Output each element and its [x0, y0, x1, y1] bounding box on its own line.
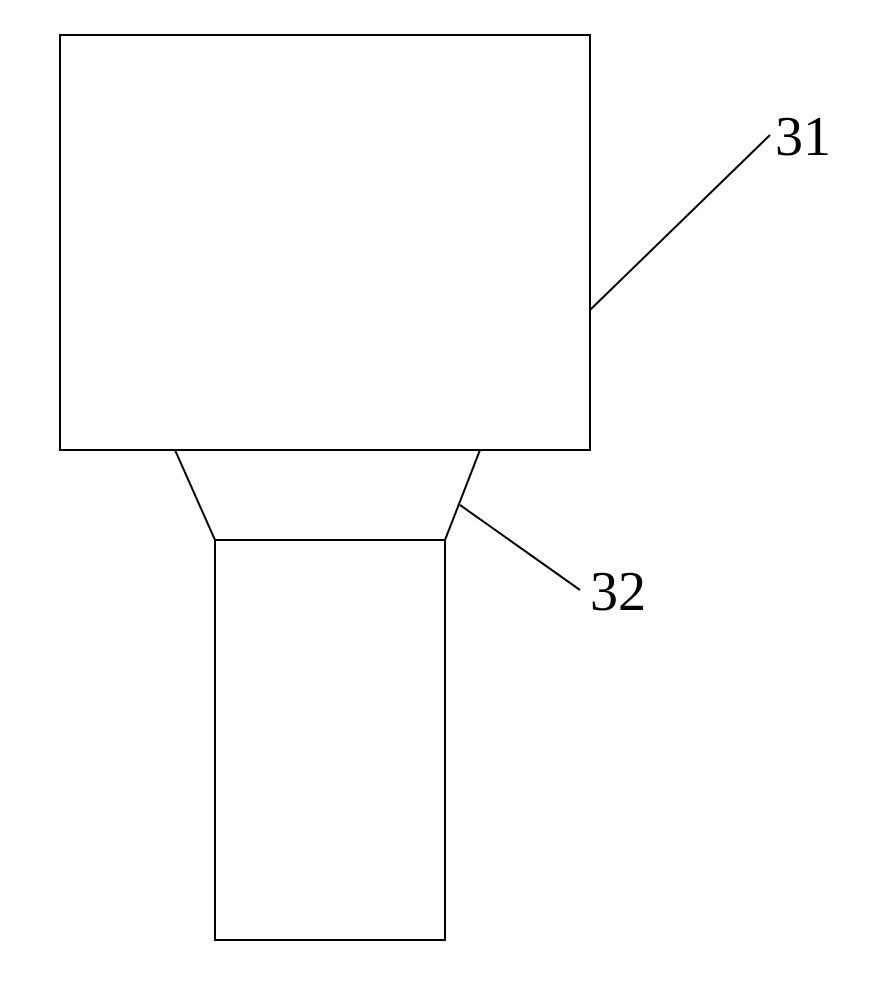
- lower-block: [215, 540, 445, 940]
- upper-block: [60, 35, 590, 450]
- label-32: 32: [590, 560, 646, 624]
- label-31: 31: [775, 105, 831, 169]
- leader-line-32: [460, 505, 580, 590]
- technical-diagram: 31 32: [0, 0, 894, 1000]
- leader-line-31: [590, 135, 770, 310]
- diagram-svg: [0, 0, 894, 1000]
- taper-section: [175, 450, 480, 540]
